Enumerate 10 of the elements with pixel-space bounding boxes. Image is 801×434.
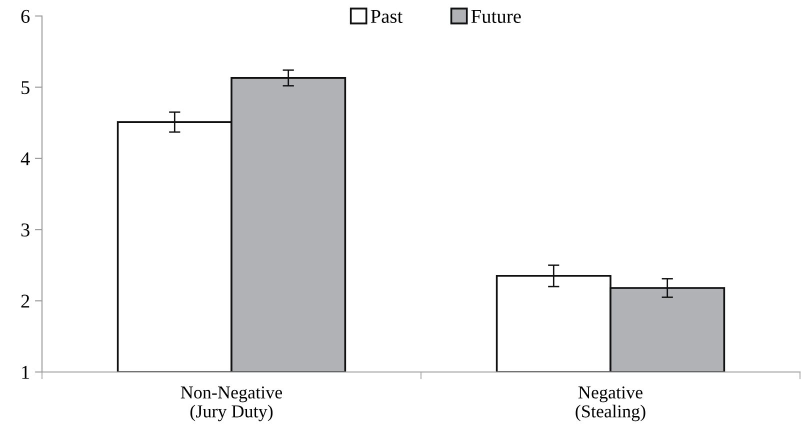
y-tick-label: 3 [21,223,30,237]
legend-label: Past [370,10,403,23]
y-tick-label: 5 [22,81,30,94]
x-tick-label: Non-Negative (Jury Duty) [180,386,282,422]
y-tick-label: 2 [21,294,30,308]
y-tick-label: 1 [22,366,30,379]
x-tick-label: Negative (Stealing) [576,386,646,422]
y-tick-label: 6 [21,10,30,23]
y-tick-label: 4 [20,152,30,166]
legend-label: Future [471,10,521,23]
